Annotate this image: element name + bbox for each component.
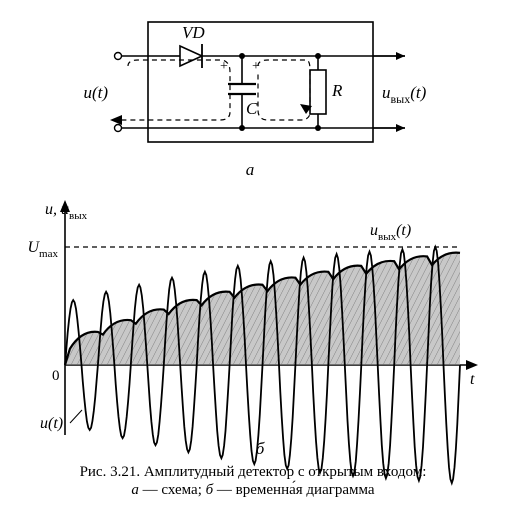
cap-plus-left: + bbox=[220, 59, 228, 74]
arrow-icon bbox=[396, 52, 405, 60]
t-axis-label: t bbox=[470, 371, 475, 388]
cap-label: C bbox=[246, 99, 258, 118]
subfig-label-b: б bbox=[256, 439, 265, 458]
input-terminal-bot bbox=[115, 125, 122, 132]
arrow-icon bbox=[466, 360, 478, 370]
y-axis-label: u, uвых bbox=[45, 201, 88, 222]
diode-icon bbox=[170, 44, 405, 68]
caption-line1: Рис. 3.21. Амплитудный детектор с открыт… bbox=[80, 464, 427, 480]
resistor-icon bbox=[310, 56, 326, 128]
node-dot bbox=[315, 125, 321, 131]
output-label: uвых(t) bbox=[382, 83, 427, 106]
res-label: R bbox=[331, 81, 343, 100]
node-dot bbox=[315, 53, 321, 59]
subfig-label-a: а bbox=[246, 160, 255, 179]
diode-label: VD bbox=[182, 23, 205, 42]
waveform-group bbox=[10, 247, 497, 483]
caption-line2: а — схема; б — временна́я диаграмма bbox=[131, 481, 375, 497]
circuit-diagram: VD + + C R bbox=[83, 22, 426, 179]
origin-label: 0 bbox=[52, 368, 60, 384]
waveform-chart: u, uвых Umax 0 t u(t) uвых(t) б bbox=[10, 200, 497, 483]
input-terminal-top bbox=[115, 53, 122, 60]
cap-plus-right: + bbox=[252, 59, 260, 74]
loop-dashes bbox=[110, 60, 312, 125]
figure-svg: VD + + C R bbox=[10, 10, 497, 497]
umax-label: Umax bbox=[27, 239, 58, 260]
figure-container: VD + + C R bbox=[10, 10, 497, 497]
input-label: u(t) bbox=[83, 83, 108, 102]
output-envelope-label: uвых(t) bbox=[370, 222, 411, 243]
node-dot bbox=[239, 53, 245, 59]
node-dot bbox=[239, 125, 245, 131]
arrow-icon bbox=[396, 124, 405, 132]
u-of-t-label: u(t) bbox=[40, 415, 63, 432]
